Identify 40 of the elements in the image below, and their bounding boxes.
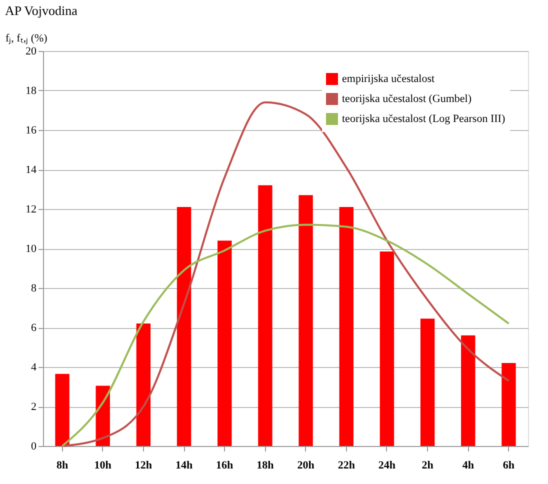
x-tick-label: 20h	[297, 460, 314, 472]
x-tick-label: 18h	[256, 460, 274, 472]
x-tick-label: 24h	[378, 460, 396, 472]
y-tick-label: 16	[26, 124, 37, 136]
bar	[136, 324, 151, 446]
x-tick-label: 12h	[134, 460, 152, 472]
y-tick-label: 0	[31, 440, 37, 452]
bar	[298, 195, 313, 446]
bar	[55, 374, 70, 446]
bar	[461, 335, 476, 446]
legend-label: empirijska učestalost	[342, 73, 435, 85]
y-tick-label: 6	[31, 322, 37, 334]
x-tick-label: 14h	[175, 460, 193, 472]
line-series	[61, 224, 510, 447]
y-tick-label: 14	[26, 164, 37, 176]
legend-label: teorijska učestalost (Log Pearson III)	[342, 113, 506, 125]
y-tick-label: 20	[26, 46, 37, 58]
bar	[502, 363, 516, 446]
legend-label: teorijska učestalost (Gumbel)	[342, 93, 472, 105]
y-tick-label: 10	[26, 243, 37, 255]
x-tick-label: 22h	[338, 460, 355, 472]
bar	[380, 251, 394, 446]
y-tick-label: 18	[26, 85, 37, 97]
bar	[420, 318, 435, 446]
bar	[258, 185, 272, 446]
y-tick-label: 12	[26, 204, 36, 216]
y-tick-label: 4	[31, 362, 37, 374]
y-axis-title: fⱼ, fₜ,ⱼ (%)	[6, 32, 48, 44]
x-tick-label: 4h	[462, 460, 474, 472]
y-tick-label: 2	[31, 401, 36, 413]
x-tick-label: 16h	[216, 460, 234, 472]
x-tick-label: 2h	[422, 460, 434, 472]
chart-title: AP Vojvodina	[5, 3, 78, 18]
x-tick-label: 6h	[502, 460, 515, 472]
y-tick-label: 8	[31, 282, 37, 294]
x-tick-label: 10h	[94, 460, 112, 472]
x-tick-label: 8h	[56, 460, 68, 472]
bar	[218, 240, 232, 446]
bar	[339, 207, 354, 446]
bar	[176, 207, 192, 446]
